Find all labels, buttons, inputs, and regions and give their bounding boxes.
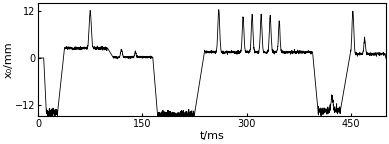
- Y-axis label: x₀/mm: x₀/mm: [4, 42, 14, 78]
- X-axis label: t/ms: t/ms: [200, 130, 224, 141]
